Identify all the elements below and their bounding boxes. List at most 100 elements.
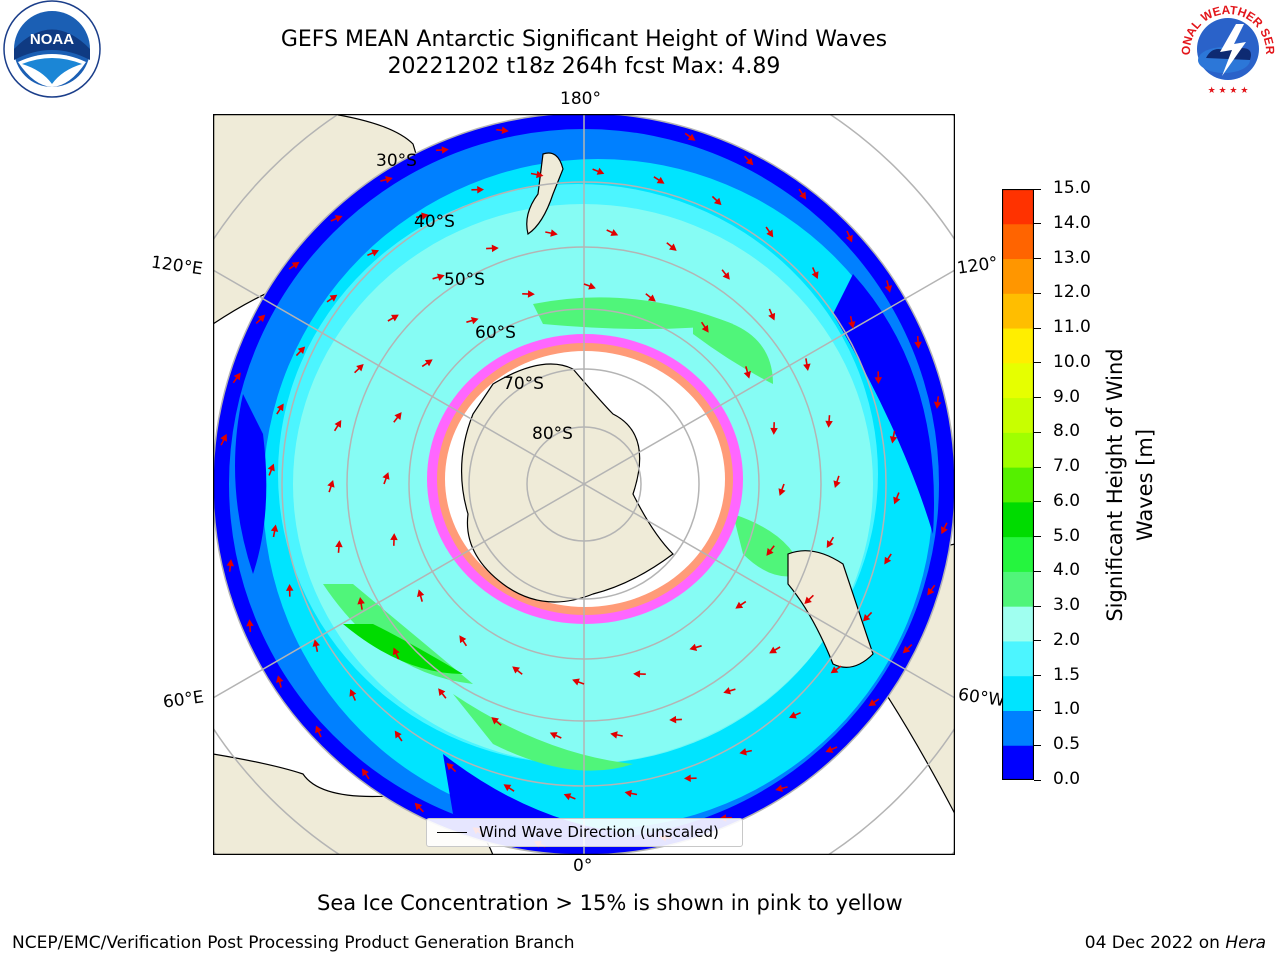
colorbar-tick-label: 9.0 (1053, 386, 1081, 407)
colorbar-tick-mark (1034, 709, 1041, 711)
colorbar-block (1002, 571, 1034, 607)
chart-subtitle: 20221202 t18z 264h fcst Max: 4.89 (387, 54, 781, 79)
wind-arrow-head (335, 540, 343, 548)
wind-arrow-head (527, 290, 535, 298)
wind-arrow-head (845, 234, 853, 243)
wind-arrow-head (624, 789, 632, 798)
colorbar-tick-mark (1034, 258, 1041, 260)
wind-arrow-head (927, 587, 935, 596)
noaa-logo-text: NOAA (30, 31, 74, 48)
lat-label-60s: 60°S (475, 323, 516, 343)
colorbar-tick-label: 15.0 (1053, 178, 1091, 198)
wind-arrow-head (414, 802, 423, 811)
noaa-logo: NOAA (0, 0, 104, 100)
wind-arrow-head (233, 372, 241, 381)
wind-arrow-head (459, 635, 467, 644)
wind-arrow-head (826, 540, 834, 548)
svg-text:★ ★ ★ ★: ★ ★ ★ ★ (1208, 86, 1249, 96)
colorbar-tick-mark (1034, 223, 1041, 225)
wind-arrow-head (874, 377, 883, 385)
wind-arrow-head (775, 784, 783, 793)
chart-title: GEFS MEAN Antarctic Significant Height o… (280, 27, 888, 52)
colorbar-tick-mark (1034, 431, 1041, 433)
wind-arrow-head (788, 711, 797, 719)
legend-label: Wind Wave Direction (unscaled) (479, 823, 719, 841)
colorbar-tick-label: 10.0 (1053, 351, 1091, 372)
wind-arrow-head (226, 559, 235, 567)
wind-arrow-head (572, 678, 580, 686)
wind-arrow-head (220, 433, 227, 442)
map-legend: Wind Wave Direction (unscaled) (426, 818, 743, 847)
wind-arrow-head (421, 212, 429, 220)
graticule (213, 114, 955, 855)
colorbar-tick-label: 14.0 (1053, 212, 1091, 233)
wind-arrow-head (669, 243, 677, 251)
wind-arrow-head (743, 370, 751, 379)
colorbar-tick-mark (1034, 536, 1041, 538)
wind-arrow-head (391, 314, 399, 322)
colorbar-block (1002, 640, 1034, 677)
colorbar-tick-mark (1034, 327, 1041, 329)
wind-arrow-head (739, 748, 747, 756)
wind-arrow-head (669, 715, 677, 724)
colorbar-tick-label: 0.0 (1053, 769, 1081, 789)
wind-arrow-head (501, 126, 509, 135)
wind-arrow-head (563, 793, 572, 801)
colorbar-tick-label: 3.0 (1053, 595, 1081, 616)
sea-ice-note: Sea Ice Concentration > 15% is shown in … (317, 891, 903, 915)
wind-arrow-head (270, 524, 279, 532)
wind-arrow-head (633, 670, 641, 678)
wind-arrow-head (392, 647, 400, 656)
wind-arrow-head (356, 363, 364, 372)
wind-arrow-head (549, 732, 558, 739)
colorbar-block (1002, 258, 1034, 294)
colorbar-tick-mark (1034, 292, 1041, 294)
wind-arrow-head (312, 639, 320, 647)
lat-label-70s: 70°S (503, 374, 544, 394)
colorbar-block (1002, 362, 1034, 399)
colorbar-block (1002, 536, 1034, 572)
wind-arrow-head (701, 324, 709, 333)
colorbar-block (1002, 501, 1034, 538)
colorbar-title-line2: Waves [m] (1133, 428, 1157, 542)
wind-arrow-head (477, 185, 485, 194)
colorbar-block (1002, 710, 1034, 746)
wind-arrow-head (334, 215, 343, 223)
wind-arrow-head (770, 427, 778, 435)
wind-arrow-head (799, 191, 807, 200)
lon-label-0: 0° (573, 856, 593, 876)
colorbar-block (1002, 467, 1034, 503)
wind-arrow-head (884, 556, 892, 565)
nws-logo: NATIONAL WEATHER SERVICE ★ ★ ★ ★ (1172, 0, 1280, 100)
colorbar-block (1002, 328, 1034, 364)
lon-label-120e: 120°E (149, 252, 204, 280)
wind-arrow-head (512, 666, 520, 674)
colorbar-block (1002, 745, 1034, 780)
colorbar-block (1002, 606, 1034, 642)
colorbar-title-line1: Significant Height of Wind (1103, 348, 1127, 622)
wind-arrow-head (893, 496, 901, 505)
wind-arrow-head (941, 526, 948, 535)
wind-arrow-head (689, 643, 698, 651)
wind-arrow-head (417, 589, 425, 598)
colorbar (1002, 189, 1034, 780)
wind-arrow-head (424, 359, 433, 367)
colorbar-tick-mark (1034, 744, 1041, 746)
lat-label-40s: 40°S (414, 212, 455, 232)
lat-label-80s: 80°S (532, 424, 573, 444)
wind-arrow-head (438, 688, 446, 696)
wind-arrow-head (687, 133, 696, 141)
legend-line-symbol (437, 832, 467, 833)
run-date: 04 Dec 2022 on Hera (1085, 933, 1266, 953)
wind-arrow-head (723, 687, 731, 695)
wind-arrow-head (382, 472, 390, 480)
wind-arrow-head (276, 403, 284, 412)
wind-arrow-head (868, 699, 877, 707)
wind-arrow-head (596, 167, 605, 175)
wind-arrow-head (536, 170, 544, 179)
wind-arrow-head (441, 146, 449, 154)
wind-arrow-head (610, 731, 618, 739)
wind-arrow-head (825, 420, 833, 428)
wind-arrow-head (648, 294, 656, 302)
run-date-text: 04 Dec 2022 on (1084, 933, 1220, 953)
